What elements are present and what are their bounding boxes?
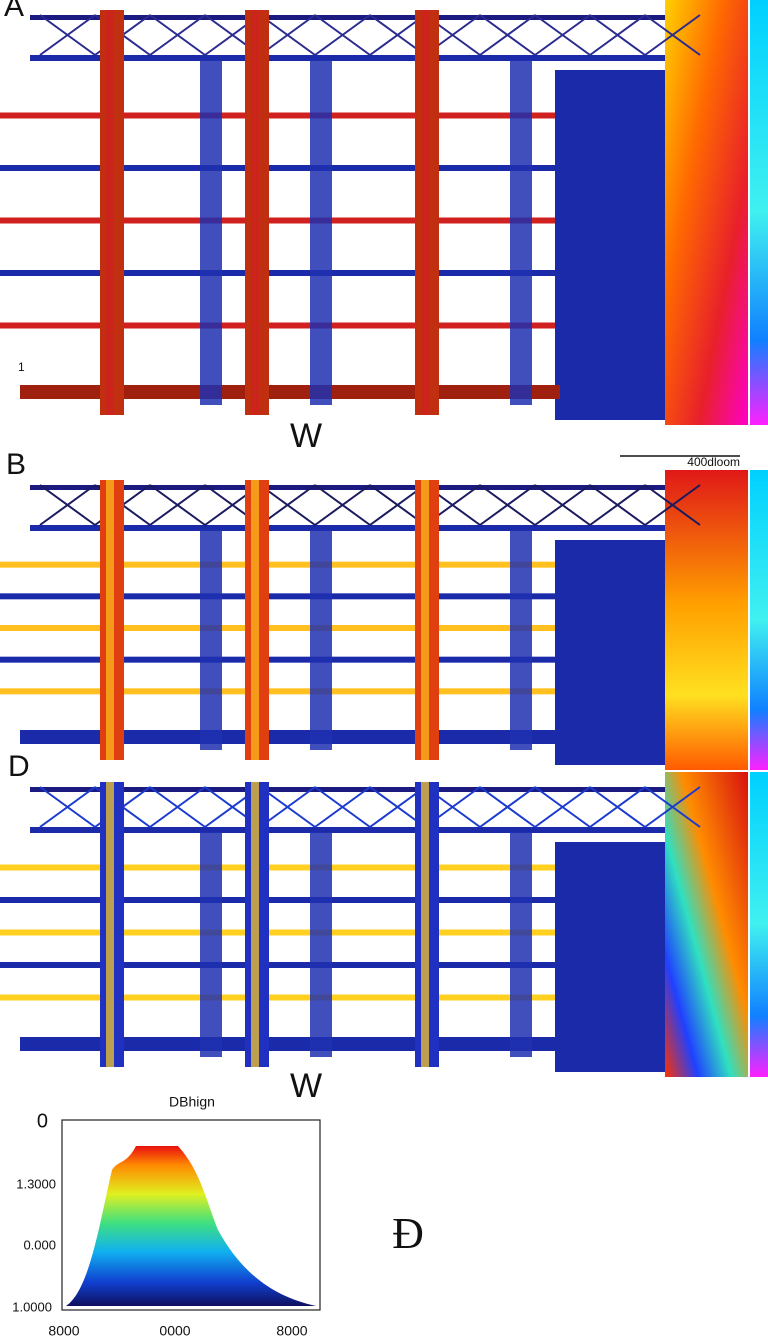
truss-brace: [479, 786, 536, 828]
truss-chord: [30, 525, 665, 531]
truss-brace: [39, 484, 96, 526]
colorbar: [750, 0, 768, 425]
column: [200, 832, 222, 1057]
truss-brace: [259, 484, 316, 526]
truss-brace: [589, 484, 646, 526]
column: [200, 60, 222, 405]
truss-brace: [39, 786, 96, 828]
truss-brace: [314, 484, 371, 526]
beam: [0, 962, 555, 968]
beam: [0, 217, 555, 224]
truss-brace: [314, 786, 371, 828]
beam: [0, 270, 555, 276]
beam: [0, 165, 555, 171]
annotation: 1: [18, 360, 25, 374]
beam: [0, 864, 555, 871]
scale-label: 400dloom: [687, 455, 740, 469]
truss-brace: [259, 14, 316, 56]
truss-chord: [30, 787, 665, 792]
core-block: [555, 540, 665, 765]
column: [510, 60, 532, 405]
beam: [0, 112, 555, 119]
beam: [0, 688, 555, 695]
truss-brace: [644, 484, 701, 526]
truss-brace: [589, 14, 646, 56]
column-web: [421, 480, 429, 760]
truss-chord: [30, 485, 665, 490]
beam: [0, 929, 555, 936]
truss-brace: [149, 14, 206, 56]
column-web: [106, 480, 114, 760]
x-label: 8000: [276, 1323, 307, 1339]
column: [510, 832, 532, 1057]
colorbar: [750, 772, 768, 1077]
column-web: [421, 782, 429, 1067]
beam: [0, 593, 555, 600]
beam: [0, 625, 555, 631]
mark-label: W: [290, 417, 322, 455]
y-label: 0.000: [23, 1237, 56, 1252]
mark-label: W: [290, 1067, 322, 1105]
beam: [0, 561, 555, 568]
truss-brace: [644, 14, 701, 56]
truss-brace: [589, 786, 646, 828]
column-web: [106, 782, 114, 1067]
column: [310, 832, 332, 1057]
truss-brace: [314, 14, 371, 56]
truss-brace: [259, 786, 316, 828]
panel-label: B: [6, 448, 26, 481]
truss-brace: [39, 14, 96, 56]
x-label: 8000: [48, 1323, 79, 1339]
truss-brace: [534, 786, 591, 828]
column: [310, 60, 332, 405]
truss-brace: [479, 484, 536, 526]
beam: [0, 656, 555, 663]
x-label: 0000: [159, 1323, 190, 1339]
panels: [0, 0, 768, 1077]
truss-chord: [30, 55, 665, 61]
column: [510, 530, 532, 750]
column-web: [251, 782, 259, 1067]
core-block: [555, 842, 665, 1072]
side-label: Ɖ: [392, 1209, 424, 1258]
heat-strip: [665, 470, 748, 770]
truss-brace: [534, 14, 591, 56]
y-label: 0: [37, 1110, 48, 1132]
heat-strip: [665, 772, 748, 1077]
heat-strip: [665, 0, 748, 425]
column-web: [106, 10, 114, 415]
panel-label: A: [4, 0, 24, 23]
truss-brace: [534, 484, 591, 526]
core-block: [555, 70, 665, 420]
panel-label: D: [8, 750, 30, 783]
colorbar: [750, 470, 768, 770]
column-web: [251, 480, 259, 760]
density-area: [66, 1146, 316, 1306]
truss-brace: [479, 14, 536, 56]
column: [200, 530, 222, 750]
beam: [0, 994, 555, 1001]
beam: [0, 897, 555, 903]
y-label: 1.3000: [16, 1176, 56, 1191]
column: [310, 530, 332, 750]
truss-chord: [30, 827, 665, 833]
y-label: 1.0000: [12, 1299, 52, 1314]
truss-chord: [30, 15, 665, 20]
truss-brace: [149, 786, 206, 828]
plot-title: DBhign: [169, 1094, 215, 1110]
truss-brace: [149, 484, 206, 526]
column-web: [421, 10, 429, 415]
column-web: [251, 10, 259, 415]
beam: [0, 322, 555, 329]
truss-brace: [644, 786, 701, 828]
